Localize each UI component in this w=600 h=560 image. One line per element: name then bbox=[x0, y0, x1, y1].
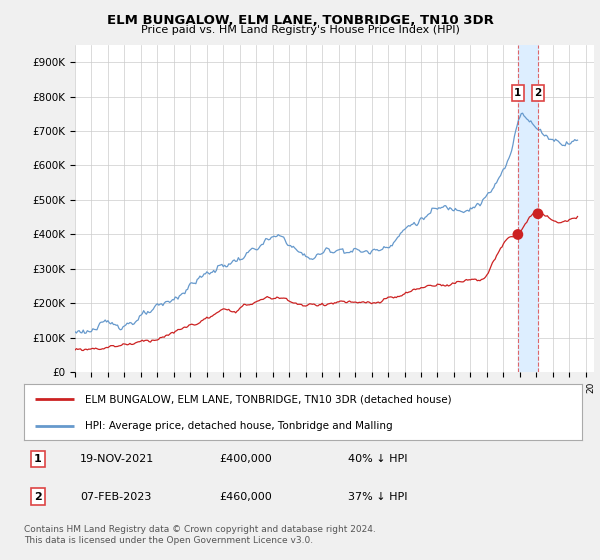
Point bbox=[513, 230, 523, 239]
Text: £460,000: £460,000 bbox=[220, 492, 272, 502]
Text: £400,000: £400,000 bbox=[220, 454, 272, 464]
Text: ELM BUNGALOW, ELM LANE, TONBRIDGE, TN10 3DR: ELM BUNGALOW, ELM LANE, TONBRIDGE, TN10 … bbox=[107, 14, 493, 27]
Text: 1: 1 bbox=[34, 454, 42, 464]
Text: 19-NOV-2021: 19-NOV-2021 bbox=[80, 454, 154, 464]
Text: 2: 2 bbox=[34, 492, 42, 502]
Bar bbox=[518, 45, 538, 372]
Text: 1: 1 bbox=[514, 88, 521, 98]
Text: 07-FEB-2023: 07-FEB-2023 bbox=[80, 492, 151, 502]
Text: Contains HM Land Registry data © Crown copyright and database right 2024.
This d: Contains HM Land Registry data © Crown c… bbox=[24, 525, 376, 545]
Text: Price paid vs. HM Land Registry's House Price Index (HPI): Price paid vs. HM Land Registry's House … bbox=[140, 25, 460, 35]
Point bbox=[533, 209, 543, 218]
Text: 37% ↓ HPI: 37% ↓ HPI bbox=[347, 492, 407, 502]
Text: HPI: Average price, detached house, Tonbridge and Malling: HPI: Average price, detached house, Tonb… bbox=[85, 421, 393, 431]
Text: 40% ↓ HPI: 40% ↓ HPI bbox=[347, 454, 407, 464]
Text: 2: 2 bbox=[535, 88, 542, 98]
Text: ELM BUNGALOW, ELM LANE, TONBRIDGE, TN10 3DR (detached house): ELM BUNGALOW, ELM LANE, TONBRIDGE, TN10 … bbox=[85, 394, 452, 404]
